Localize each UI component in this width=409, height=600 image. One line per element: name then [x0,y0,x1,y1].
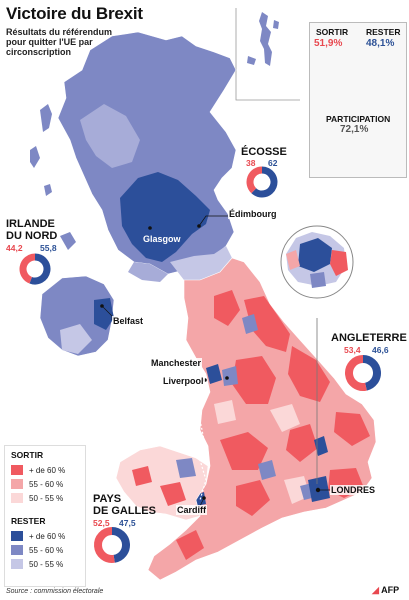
england-leave-value: 53,4 [344,345,361,355]
legend-leave-title: SORTIR [11,450,44,460]
northern-ireland-donut-segment-leave [19,253,36,284]
page-title: Victoire du Brexit [6,4,143,23]
legend-item-label: 55 - 60 % [29,479,64,489]
legend-item-label: 55 - 60 % [29,545,64,555]
afp-credit-text: AFP [381,585,400,595]
remain-summary-label: RESTER [366,27,401,37]
city-label-manchester: Manchester [150,358,203,368]
wales-england-border [199,419,207,501]
map-legend: SORTIR + de 60 % 55 - 60 % 50 - 55 % RES… [4,445,86,587]
page-subtitle: Résultats du référendum pour quitter l'U… [6,27,113,57]
legend-item-label: + de 60 % [29,531,66,541]
national-summary-panel: SORTIR RESTER 51,9% 48,1% PARTICIPATION … [309,22,407,178]
city-label-cardiff: Cardiff [176,505,207,515]
city-label-belfast: Belfast [112,316,145,326]
legend-swatch-leave-high [11,465,23,475]
legend-swatch-remain-low [11,559,23,569]
legend-item-label: 50 - 55 % [29,493,64,503]
leave-summary-value: 51,9% [314,38,343,49]
wales-label-line2: DE GALLES [93,505,156,517]
city-label-london: LONDRES [330,485,377,495]
city-label-glasgow: Glasgow [143,234,181,244]
wales-remain-value: 47,5 [119,518,136,528]
northern-ireland-label-line2: DU NORD [6,230,58,242]
wales-leave-areas [132,466,186,506]
turnout-value: 72,1% [340,124,369,135]
ni-remain-value: 55,8 [40,243,57,253]
wales-remain-area [176,458,196,478]
afp-credit: ◢ AFP [372,585,399,596]
england-donut-segment-remain [362,355,381,391]
england-leave-areas [176,290,370,560]
england-label: ANGLETERRE [331,332,407,344]
legend-leave-items: + de 60 % 55 - 60 % 50 - 55 % [11,463,65,505]
legend-item-label: + de 60 % [29,465,66,475]
legend-remain-items: + de 60 % 55 - 60 % 50 - 55 % [11,529,65,571]
shetland-inset-frame [235,8,300,101]
ni-east [94,298,114,330]
hebrides-islands [30,104,76,250]
legend-item: 55 - 60 % [11,543,65,557]
legend-item: + de 60 % [11,529,65,543]
leave-summary-label: SORTIR [316,27,349,37]
turnout-label: PARTICIPATION [326,114,391,124]
remain-summary-value: 48,1% [366,38,395,49]
legend-remain-title: RESTER [11,516,46,526]
northern-ireland-donut-segment-remain [29,253,51,285]
ni-south [60,324,92,354]
legend-item: 55 - 60 % [11,477,65,491]
scotland-south-west [128,262,168,282]
scotland-leave-value: 38 [246,158,256,168]
wales-leave-value: 52,5 [93,518,110,528]
england-remain-value: 46,6 [372,345,389,355]
scotland-borders [170,246,232,280]
england-donut-segment-leave [345,355,367,391]
source-note: Source : commission électorale [6,588,104,595]
scotland-highlands-light [80,104,140,168]
legend-swatch-leave-mid [11,479,23,489]
wales-donut-segment-remain [111,527,130,563]
legend-item: 50 - 55 % [11,557,65,571]
legend-item: 50 - 55 % [11,491,65,505]
northern-ireland-region [39,275,115,357]
ni-leave-value: 44,2 [6,243,23,253]
london-inset-map [286,232,348,288]
northern-ireland-label: IRLANDE DU NORD [6,218,57,242]
scotland-label: ÉCOSSE [241,146,287,158]
legend-swatch-remain-high [11,531,23,541]
legend-swatch-leave-low [11,493,23,503]
wales-donut-segment-leave [94,527,115,563]
legend-item: + de 60 % [11,463,65,477]
scotland-central-belt [120,172,210,262]
northern-ireland-label-line1: IRLANDE [6,218,55,230]
wales-label: PAYS DE GALLES [93,493,156,517]
legend-item-label: 50 - 55 % [29,559,64,569]
wales-label-line1: PAYS [93,493,122,505]
city-markers [100,224,321,500]
shetland-islands [247,12,279,66]
scotland-donut-segment-leave [246,166,263,194]
city-label-edinburgh: Édimbourg [228,209,278,219]
scotland-donut-segment-remain [251,166,278,198]
scotland-remain-value: 62 [268,158,278,168]
legend-swatch-remain-mid [11,545,23,555]
city-label-liverpool: Liverpool [162,376,205,386]
afp-logo-icon: ◢ [372,585,379,595]
